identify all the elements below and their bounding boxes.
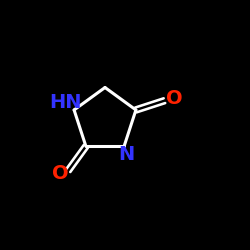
Text: N: N: [118, 145, 135, 164]
Text: HN: HN: [49, 94, 82, 112]
Text: O: O: [166, 89, 183, 108]
Text: O: O: [52, 164, 68, 182]
